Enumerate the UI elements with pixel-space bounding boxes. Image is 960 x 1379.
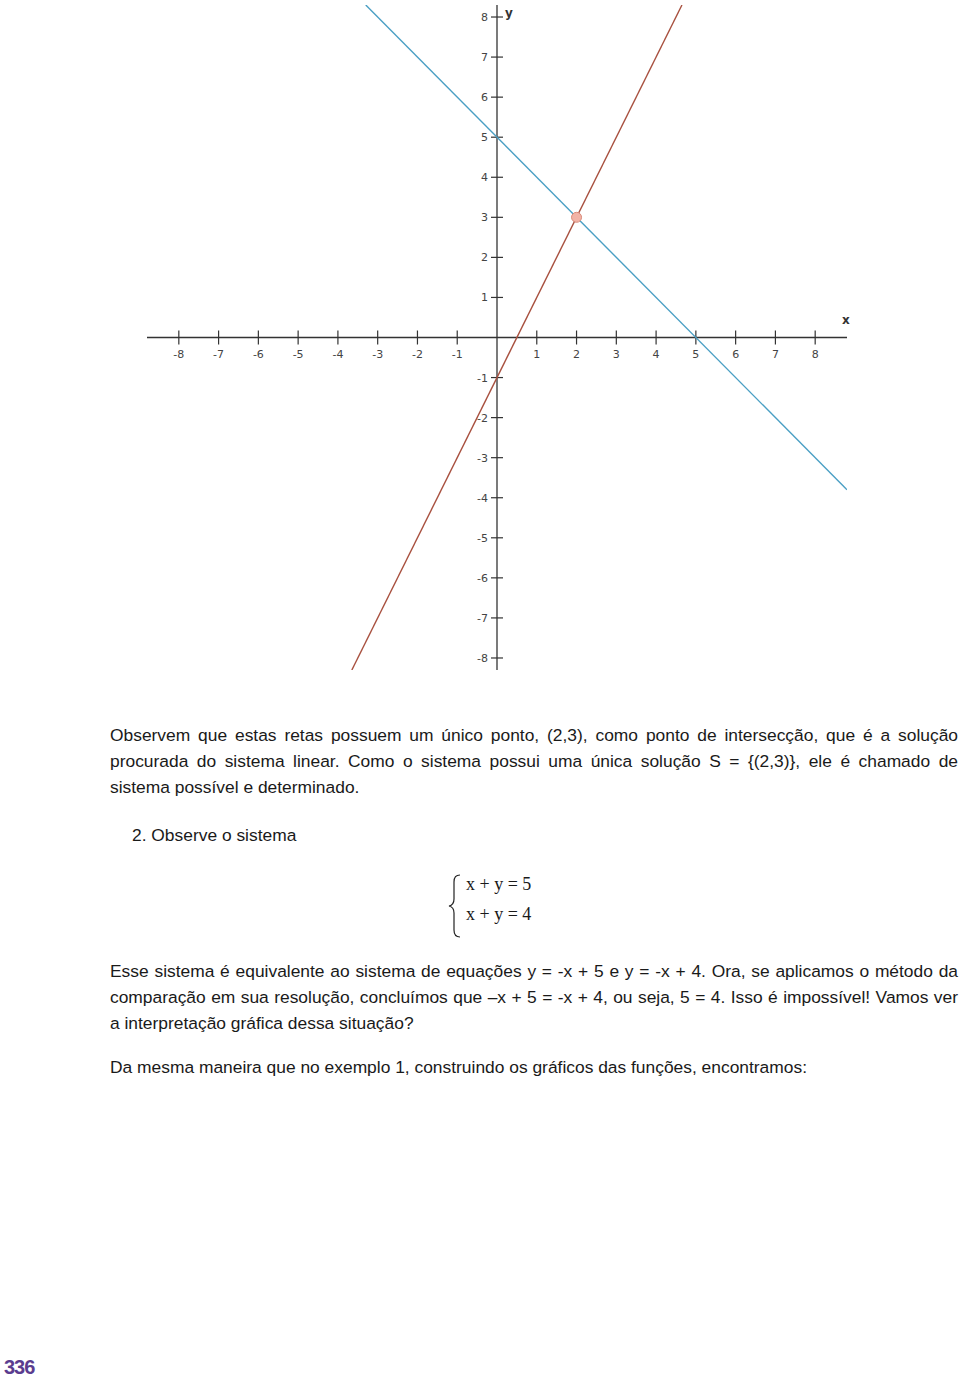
- x-tick: [655, 331, 656, 345]
- x-tick: [298, 331, 299, 345]
- x-tick: [616, 331, 617, 345]
- y-tick-label: -5: [477, 532, 488, 545]
- brace: [449, 875, 460, 937]
- x-tick-label: 3: [613, 348, 620, 361]
- y-tick: [491, 417, 503, 418]
- y-tick: [491, 56, 503, 57]
- y-tick: [491, 177, 503, 178]
- paragraph: Observem que estas retas possuem um únic…: [110, 722, 958, 800]
- x-tick-label: 1: [533, 348, 540, 361]
- x-tick: [337, 331, 338, 345]
- y-tick: [491, 497, 503, 498]
- y-tick: [491, 16, 503, 17]
- x-tick-label: -5: [293, 348, 304, 361]
- y-tick: [491, 457, 503, 458]
- y-tick: [491, 257, 503, 258]
- x-tick: [775, 331, 776, 345]
- y-tick-label: -7: [477, 612, 488, 625]
- y-tick: [491, 97, 503, 98]
- x-tick-label: -6: [253, 348, 264, 361]
- y-axis: [496, 5, 497, 670]
- y-tick-label: -6: [477, 572, 488, 585]
- y-tick-label: 7: [481, 51, 488, 64]
- x-tick-label: 4: [653, 348, 660, 361]
- paragraph: Da mesma maneira que no exemplo 1, const…: [110, 1054, 958, 1080]
- x-tick-label: -1: [452, 348, 463, 361]
- x-tick: [178, 331, 179, 345]
- x-axis-label: x: [842, 313, 850, 327]
- intersection-point: [572, 212, 582, 222]
- item-heading: 2. Observe o sistema: [132, 822, 832, 848]
- line: [366, 5, 847, 490]
- x-tick-label: -4: [332, 348, 343, 361]
- x-tick: [258, 331, 259, 345]
- y-tick-label: -8: [477, 652, 488, 665]
- y-tick-label: -1: [477, 372, 488, 385]
- x-tick-label: 2: [573, 348, 580, 361]
- y-tick-label: 5: [481, 131, 488, 144]
- line: [352, 5, 682, 670]
- y-tick-label: 1: [481, 291, 488, 304]
- y-tick-label: -3: [477, 452, 488, 465]
- x-tick-label: -2: [412, 348, 423, 361]
- y-tick: [491, 617, 503, 618]
- x-tick-label: 5: [692, 348, 699, 361]
- equation: x + y = 4: [466, 904, 531, 925]
- y-tick: [491, 577, 503, 578]
- x-tick-label: 7: [772, 348, 779, 361]
- x-tick: [417, 331, 418, 345]
- y-tick-label: 3: [481, 211, 488, 224]
- x-tick: [735, 331, 736, 345]
- x-tick-label: -8: [173, 348, 184, 361]
- x-tick-label: -3: [372, 348, 383, 361]
- paragraph: Esse sistema é equivalente ao sistema de…: [110, 958, 958, 1036]
- x-tick: [536, 331, 537, 345]
- y-tick: [491, 297, 503, 298]
- y-tick: [491, 657, 503, 658]
- graph: -8-7-6-5-4-3-2-11234567887654321-1-2-3-4…: [0, 0, 960, 690]
- system-brace: [448, 872, 468, 942]
- x-tick: [457, 331, 458, 345]
- y-tick-label: -4: [477, 492, 488, 505]
- y-tick-label: 2: [481, 251, 488, 264]
- equation: x + y = 5: [466, 874, 531, 895]
- x-tick: [576, 331, 577, 345]
- y-tick-label: 8: [481, 11, 488, 24]
- y-tick-label: 6: [481, 91, 488, 104]
- x-tick-label: 8: [812, 348, 819, 361]
- x-tick-label: -7: [213, 348, 224, 361]
- y-tick: [491, 537, 503, 538]
- y-tick: [491, 217, 503, 218]
- x-tick: [377, 331, 378, 345]
- y-axis-label: y: [505, 6, 513, 20]
- x-tick-label: 6: [732, 348, 739, 361]
- x-tick: [218, 331, 219, 345]
- y-tick-label: 4: [481, 171, 488, 184]
- plot-area: [352, 5, 847, 670]
- page-number: 336: [4, 1356, 34, 1379]
- x-tick: [815, 331, 816, 345]
